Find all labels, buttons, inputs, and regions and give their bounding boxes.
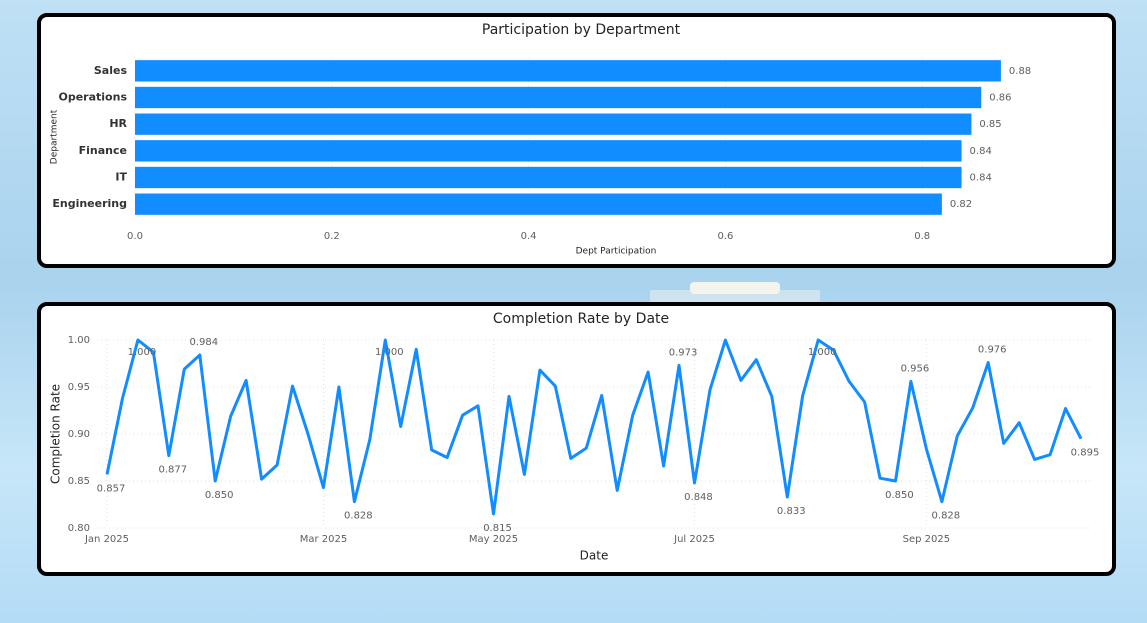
y-tick-label: 0.85 [68, 476, 90, 487]
data-label: 0.850 [885, 490, 914, 501]
data-label: 0.895 [1071, 448, 1100, 459]
bar [135, 60, 1001, 82]
data-label: 0.828 [932, 511, 961, 522]
y-tick-label: 0.95 [68, 382, 90, 393]
y-tick-label: 0.80 [68, 523, 90, 534]
data-label: 0.848 [684, 492, 713, 503]
x-tick-label: 0.8 [914, 231, 930, 242]
y-tick-label: 0.90 [68, 429, 90, 440]
data-label: 0.833 [777, 506, 806, 517]
y-tick-label: Engineering [52, 197, 127, 210]
bar [135, 140, 962, 162]
x-tick-label: 0.0 [127, 231, 143, 242]
data-label: 0.84 [970, 173, 992, 184]
data-label: 0.877 [159, 465, 188, 476]
x-tick-label: Jul 2025 [673, 534, 715, 545]
data-label: 0.857 [97, 483, 126, 494]
chart-title: Completion Rate by Date [493, 311, 669, 327]
bar [135, 113, 972, 135]
x-tick-label: 0.6 [717, 231, 733, 242]
data-label: 0.828 [344, 511, 373, 522]
line [105, 338, 1083, 516]
chart-title: Participation by Department [482, 22, 681, 38]
data-label: 0.850 [205, 490, 234, 501]
y-tick-label: Finance [79, 144, 127, 157]
bar [135, 193, 942, 215]
data-label: 0.956 [901, 363, 930, 374]
y-tick-label: IT [115, 171, 127, 184]
data-label: 0.976 [978, 345, 1007, 356]
y-tick-label: HR [109, 117, 127, 130]
y-tick-label: Sales [94, 64, 128, 77]
x-tick-label: May 2025 [469, 534, 518, 545]
data-label: 0.984 [189, 337, 218, 348]
data-label: 0.973 [669, 347, 698, 358]
data-label: 0.88 [1009, 66, 1031, 77]
data-label: 1.000 [375, 347, 404, 358]
x-tick-label: Jan 2025 [84, 534, 129, 545]
y-axis-title: Department [50, 109, 60, 164]
data-label: 0.82 [950, 199, 972, 210]
y-tick-label: Operations [59, 91, 128, 104]
x-axis-title: Date [580, 549, 609, 563]
bar [135, 166, 962, 189]
x-tick-label: 0.4 [521, 231, 537, 242]
data-label: 0.85 [979, 119, 1001, 130]
data-label: 0.86 [989, 93, 1011, 104]
data-label: 1.000 [128, 347, 157, 358]
data-label: 0.815 [483, 523, 512, 534]
data-label: 1.000 [808, 347, 837, 358]
y-axis-title: Completion Rate [49, 384, 63, 484]
bar [135, 86, 982, 109]
y-tick-label: 1.00 [68, 335, 90, 346]
background-shape [690, 282, 780, 294]
data-label: 0.84 [970, 146, 992, 157]
x-tick-label: Sep 2025 [903, 534, 950, 545]
x-tick-label: Mar 2025 [300, 534, 348, 545]
x-tick-label: 0.2 [324, 231, 340, 242]
x-axis-title: Dept Participation [576, 247, 657, 257]
